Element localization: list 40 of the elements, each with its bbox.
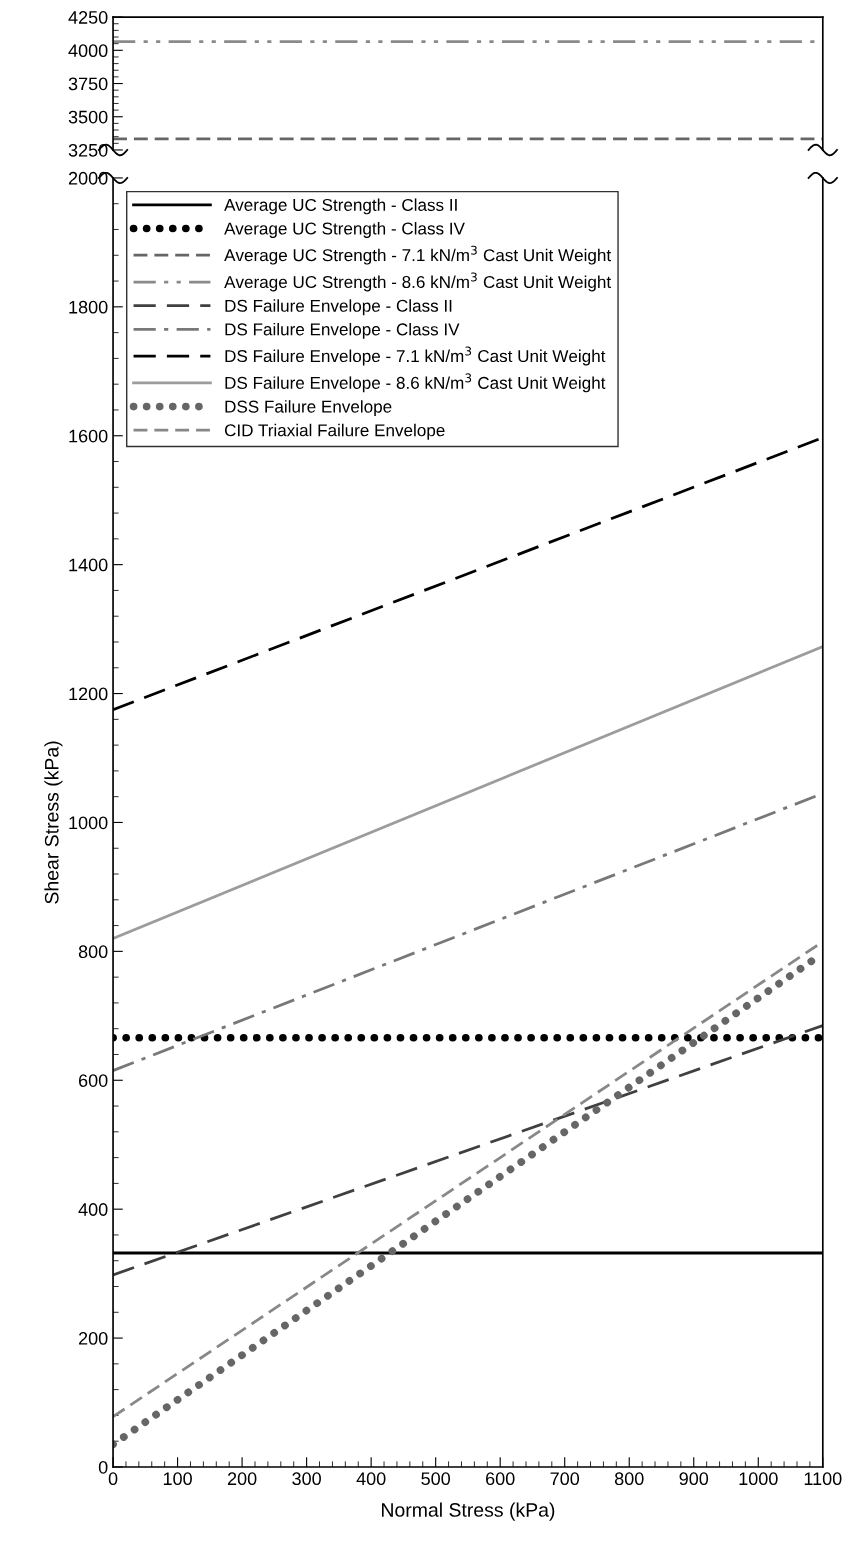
legend-label: Average UC Strength - Class IV — [224, 222, 465, 238]
x-tick-label: 0 — [108, 1472, 118, 1486]
y-tick-label: 3250 — [68, 143, 108, 157]
legend-label: Average UC Strength - 7.1 kN/m$^{3}$ Cast Unit Weight — [224, 245, 612, 265]
x-tick-label: 200 — [227, 1472, 257, 1486]
legend-label: DS Failure Envelope - Class IV — [225, 322, 460, 339]
legend-label: CID Triaxial Failure Envelope — [224, 423, 445, 440]
y-tick-label: 400 — [78, 1203, 108, 1216]
legend-label: DS Failure Envelope - 7.1 kN/m$^{3}$ Cast Unit Weight — [225, 346, 606, 366]
x-tick-label: 800 — [614, 1472, 644, 1486]
y-tick-label: 600 — [78, 1074, 108, 1087]
y-tick-label: 200 — [78, 1332, 108, 1345]
x-tick-label: 900 — [679, 1472, 709, 1486]
x-tick-label: 1000 — [739, 1472, 778, 1486]
y-tick-label: 0 — [98, 1460, 108, 1474]
x-tick-label: 400 — [356, 1472, 386, 1486]
y-tick-label: 1400 — [69, 558, 108, 572]
x-tick-label: 300 — [292, 1472, 321, 1486]
y-axis-title: Shear Stress (kPa) — [44, 741, 63, 904]
y-tick-label: 4250 — [68, 11, 108, 24]
legend-label: Average UC Strength - 8.6 kN/m$^{3}$ Cast Unit Weight — [224, 272, 612, 292]
y-tick-label: 1200 — [69, 687, 108, 701]
legend-label: Average UC Strength - Class II — [224, 198, 457, 215]
x-tick-label: 700 — [550, 1472, 580, 1486]
x-tick-label: 100 — [163, 1472, 192, 1486]
legend-label: DSS Failure Envelope — [225, 400, 392, 417]
legend-label: DS Failure Envelope - 8.6 kN/m$^{3}$ Cast Unit Weight — [225, 373, 606, 393]
y-tick-label: 3500 — [68, 110, 108, 124]
x-tick-label: 600 — [486, 1472, 515, 1486]
y-tick-label: 3750 — [68, 77, 108, 91]
x-axis-title: Normal Stress (kPa) — [382, 1502, 555, 1521]
y-tick-label: 1600 — [69, 429, 108, 443]
x-tick-label: 1100 — [804, 1472, 842, 1486]
x-tick-label: 500 — [421, 1472, 451, 1486]
y-tick-label: 1800 — [69, 300, 108, 314]
y-tick-label: 4000 — [68, 44, 108, 58]
y-tick-label: 1000 — [69, 816, 108, 830]
y-tick-label: 2000 — [68, 171, 108, 185]
legend-label: DS Failure Envelope - Class II — [225, 299, 452, 316]
y-tick-label: 800 — [78, 945, 108, 959]
